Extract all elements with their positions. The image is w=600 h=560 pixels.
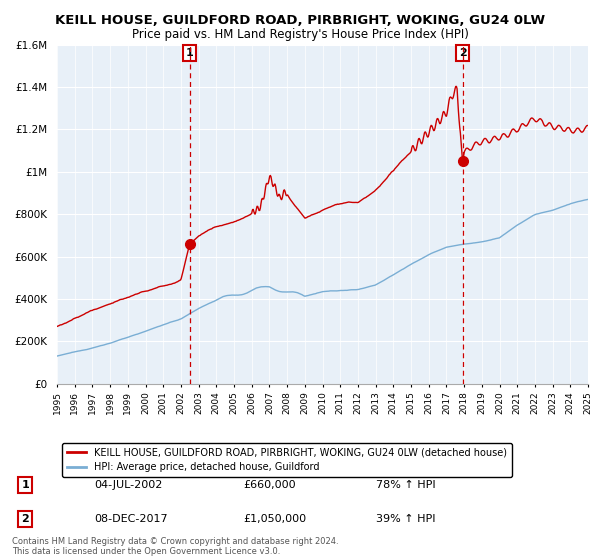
Text: 04-JUL-2002: 04-JUL-2002 (94, 480, 163, 490)
Text: 2: 2 (21, 514, 29, 524)
Text: This data is licensed under the Open Government Licence v3.0.: This data is licensed under the Open Gov… (12, 547, 280, 556)
Text: 08-DEC-2017: 08-DEC-2017 (94, 514, 168, 524)
Text: Price paid vs. HM Land Registry's House Price Index (HPI): Price paid vs. HM Land Registry's House … (131, 28, 469, 41)
Text: £1,050,000: £1,050,000 (243, 514, 306, 524)
Text: 78% ↑ HPI: 78% ↑ HPI (376, 480, 435, 490)
Text: 2: 2 (459, 48, 467, 58)
Text: 39% ↑ HPI: 39% ↑ HPI (376, 514, 435, 524)
Text: Contains HM Land Registry data © Crown copyright and database right 2024.: Contains HM Land Registry data © Crown c… (12, 537, 338, 546)
Legend: KEILL HOUSE, GUILDFORD ROAD, PIRBRIGHT, WOKING, GU24 0LW (detached house), HPI: : KEILL HOUSE, GUILDFORD ROAD, PIRBRIGHT, … (62, 442, 512, 477)
Text: 1: 1 (21, 480, 29, 490)
Text: 1: 1 (186, 48, 194, 58)
Text: KEILL HOUSE, GUILDFORD ROAD, PIRBRIGHT, WOKING, GU24 0LW: KEILL HOUSE, GUILDFORD ROAD, PIRBRIGHT, … (55, 14, 545, 27)
Text: £660,000: £660,000 (243, 480, 295, 490)
